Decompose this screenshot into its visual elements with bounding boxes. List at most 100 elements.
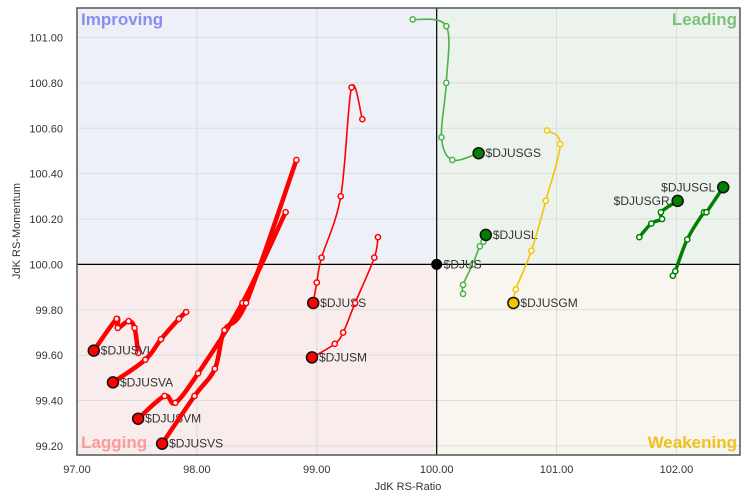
x-tick-label: 97.00 [63, 464, 91, 476]
y-tick-label: 99.60 [35, 350, 63, 362]
trail-point-djusvm [161, 392, 168, 400]
y-tick-label: 100.00 [29, 259, 63, 271]
series-label-djusvm: $DJUSVM [145, 412, 201, 426]
quadrant-label-leading: Leading [672, 10, 737, 29]
trail-point-djusvl [125, 317, 132, 325]
trail-point-djusgs [442, 79, 450, 87]
series-label-djusl: $DJUSL [493, 228, 538, 242]
x-axis-label: JdK RS-Ratio [375, 481, 442, 493]
trail-point-djusvs [211, 365, 219, 373]
trail-point-djusl [476, 242, 484, 250]
trail-point-djusl [459, 290, 467, 298]
trail-point-djusl [459, 281, 467, 289]
quadrant-leading [436, 8, 740, 265]
trail-point-djusva [182, 308, 190, 316]
trail-point-djusgm [542, 197, 550, 205]
y-tick-label: 99.80 [35, 305, 63, 317]
quadrant-lagging [77, 264, 437, 455]
head-marker-djusgm [507, 296, 520, 310]
trail-point-djuss [348, 84, 355, 91]
series-layer: $DJUSVL $DJUSVA $DJUSVM $DJUSVS $DJUSS $DJUSM… [87, 15, 730, 451]
trail-point-djusva [157, 335, 165, 343]
trail-point-djusvl [134, 349, 142, 357]
trail-point-djusm [370, 254, 378, 261]
y-tick-label: 100.80 [29, 78, 63, 90]
series-label-djuss: $DJUSS [320, 296, 366, 310]
quadrant-weakening [436, 264, 740, 455]
trail-point-djusm [351, 299, 359, 307]
head-marker-djusva [106, 376, 120, 389]
y-tick-label: 99.20 [35, 441, 63, 453]
quadrant-label-weakening: Weakening [648, 433, 737, 452]
trail-point-djusgm [512, 286, 520, 293]
trail-point-djusvs [221, 326, 228, 334]
y-tick-label: 99.40 [35, 396, 63, 408]
series-label-djusvs: $DJUSVS [169, 437, 223, 451]
quadrant-label-improving: Improving [81, 10, 163, 29]
trail-point-djusgm [528, 247, 535, 255]
trail-point-djusvm [194, 369, 202, 377]
trail-point-djusgs [448, 156, 456, 164]
y-tick-label: 100.40 [29, 169, 63, 181]
y-tick-label: 100.60 [29, 123, 63, 135]
trail-point-djusvs [191, 392, 198, 400]
trail-point-djusgr [635, 233, 643, 241]
trail-point-djusvl [131, 324, 138, 332]
axes: 97.00 98.00 99.00 100.00 101.00 102.00 99.20 99… [29, 7, 741, 476]
trail-point-djusgs [409, 15, 417, 23]
head-marker-djusgl [716, 181, 730, 194]
trail-point-djusvm [282, 208, 289, 216]
x-tick-label: 102.00 [660, 464, 694, 476]
trail-point-djusgl [683, 236, 691, 243]
trail-point-djusm [331, 340, 339, 348]
y-axis-label: JdK RS-Momentum [11, 183, 23, 279]
trail-point-djusm [374, 233, 382, 241]
head-marker-djuss [306, 296, 320, 310]
x-tick-label: 98.00 [183, 464, 211, 476]
trail-point-djusgl [671, 267, 679, 275]
y-tick-label: 101.00 [29, 32, 63, 44]
quadrant-labels: Improving Leading Lagging Weakening [81, 10, 737, 452]
trail-point-djusvm [171, 399, 179, 407]
trail-point-djuss [337, 192, 345, 200]
trail-point-djusgr [657, 208, 665, 216]
series-label-djusm: $DJUSM [319, 350, 367, 364]
trail-point-djusl [469, 261, 476, 268]
head-marker-djusvl [87, 344, 101, 357]
trail-point-djusva [175, 315, 183, 323]
quadrant-label-lagging: Lagging [81, 433, 147, 452]
trail-point-djusvl [114, 324, 122, 332]
trail-point-djusva [141, 356, 149, 364]
trail-point-djuss [358, 115, 366, 123]
y-tick-label: 100.20 [29, 214, 63, 226]
benchmark-marker [431, 258, 443, 270]
trail-point-djuss [313, 279, 321, 286]
quadrant-improving [77, 8, 437, 265]
head-marker-djusgr [671, 194, 684, 208]
trail-point-djusvs [242, 299, 250, 307]
trail-point-djusgs [442, 22, 450, 30]
series-label-djusgs: $DJUSGS [486, 146, 541, 160]
trail-point-djusgm [556, 140, 564, 148]
series-label-djusvl: $DJUSVL [101, 344, 154, 358]
x-tick-label: 100.00 [420, 464, 454, 476]
trail-point-djusvl [113, 315, 120, 323]
head-marker-djusl [479, 228, 493, 242]
series-label-djusva: $DJUSVA [120, 375, 173, 389]
x-tick-label: 101.00 [540, 464, 574, 476]
x-tick-label: 99.00 [303, 464, 331, 476]
trail-point-djuss [318, 254, 325, 261]
benchmark-label: $DJUS [444, 257, 482, 271]
quadrant-backgrounds [77, 8, 740, 455]
trail-point-djusgs [438, 133, 445, 141]
plot-border [76, 7, 741, 456]
trail-point-djusvs [293, 156, 300, 164]
series-label-djusgl: $DJUSGL [661, 180, 715, 194]
series-label-djusgr: $DJUSGR [614, 194, 670, 208]
head-marker-djusgs [472, 146, 485, 160]
trail-point-djusgr [658, 215, 666, 223]
head-marker-djusm [305, 351, 319, 364]
trail-point-djusm [339, 329, 347, 336]
head-marker-djusvm [131, 412, 145, 425]
